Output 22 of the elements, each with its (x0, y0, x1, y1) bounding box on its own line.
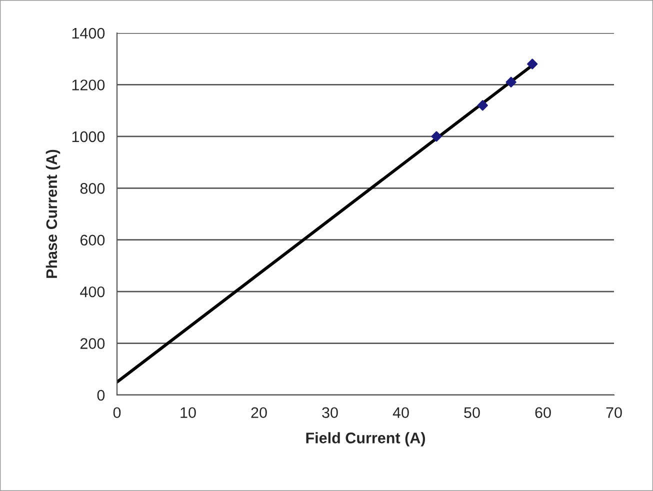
y-tick-label: 1000 (72, 131, 105, 142)
x-tick-label: 50 (464, 407, 480, 418)
y-tick-label: 200 (80, 338, 105, 349)
x-tick-label: 10 (180, 407, 196, 418)
x-tick-label: 70 (606, 407, 622, 418)
y-tick-label: 400 (80, 286, 105, 298)
x-tick-label: 20 (251, 407, 267, 418)
y-tick-label: 800 (80, 183, 105, 194)
point (527, 58, 538, 70)
y-tick-label: 1200 (72, 80, 105, 90)
x-axis-title: Field Current (A) (306, 432, 426, 446)
y-axis-title: Phase Current (A) (46, 150, 60, 278)
point (477, 100, 488, 111)
x-tick-label: 40 (392, 407, 409, 418)
point (506, 76, 516, 88)
point (431, 131, 442, 142)
x-tick-label: 60 (535, 407, 551, 418)
y-tick-label: 600 (80, 234, 105, 246)
y-tick-label: 0 (97, 390, 105, 401)
x-tick-label: 0 (113, 407, 121, 418)
y-tick-label: 1400 (72, 28, 105, 39)
x-tick-label: 30 (322, 407, 338, 418)
